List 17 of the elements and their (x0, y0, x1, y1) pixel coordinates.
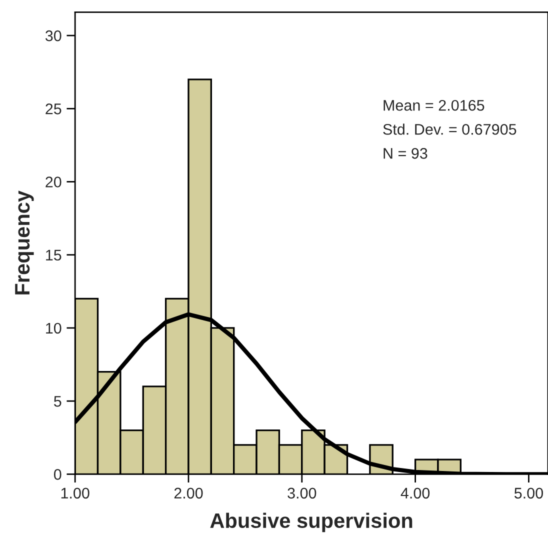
y-tick-label: 15 (46, 250, 62, 261)
y-tick-label: 25 (46, 104, 62, 114)
y-tick-label: 0 (54, 469, 62, 480)
y-tick-label: 20 (46, 176, 62, 188)
annotation: N = 93 (384, 148, 428, 159)
x-axis-title: Abusive supervision (210, 512, 412, 532)
x-tick-label: 5.00 (514, 488, 543, 499)
annotation: Std. Dev. = 0.67905 (383, 124, 516, 135)
annotation: Mean = 2.0165 (384, 100, 484, 111)
x-tick-label: 3.00 (288, 488, 316, 499)
y-axis-title: Frequency (15, 190, 34, 294)
x-tick-label: 4.00 (400, 488, 430, 499)
y-tick-label: 5 (54, 396, 62, 407)
y-tick-label: 30 (45, 30, 62, 42)
y-tick-label: 10 (46, 322, 62, 334)
x-tick-label: 2.00 (174, 488, 203, 499)
x-tick-label: 1.00 (61, 488, 90, 499)
